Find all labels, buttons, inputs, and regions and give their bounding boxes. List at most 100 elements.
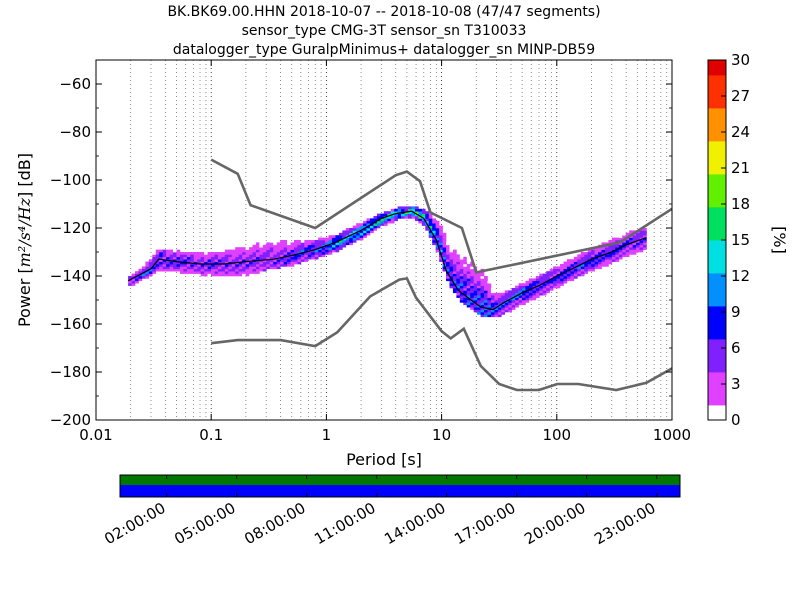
- density-cell: [342, 230, 347, 234]
- density-cell: [594, 256, 599, 260]
- density-cell: [553, 266, 557, 270]
- density-cell: [221, 256, 226, 260]
- x-tick-label: 1000: [653, 426, 691, 444]
- density-cell: [169, 261, 174, 265]
- colorbar-segment: [708, 81, 726, 85]
- density-cell: [452, 285, 457, 289]
- density-cell: [452, 254, 457, 258]
- density-cell: [480, 309, 485, 313]
- density-cell: [452, 278, 457, 282]
- density-cell: [566, 259, 571, 262]
- density-cell: [446, 273, 450, 277]
- density-cell: [608, 249, 613, 253]
- density-cell: [484, 304, 488, 308]
- density-cell: [228, 259, 233, 262]
- chart-title-block: BK.BK69.00.HHN 2018-10-07 -- 2018-10-08 …: [167, 4, 600, 58]
- density-cell: [255, 266, 260, 270]
- density-cell: [190, 264, 195, 267]
- density-cell: [501, 312, 506, 315]
- density-cell: [587, 249, 592, 253]
- density-cell: [629, 249, 633, 253]
- density-cell: [128, 283, 132, 286]
- density-cell: [539, 290, 544, 294]
- density-cell: [166, 252, 170, 255]
- colorbar-segment: [708, 261, 726, 265]
- density-cell: [584, 271, 588, 274]
- density-cell: [173, 259, 177, 262]
- density-cell: [397, 208, 402, 212]
- density-cell: [390, 216, 395, 219]
- density-cell: [497, 314, 502, 318]
- density-cell: [155, 261, 160, 265]
- density-cell: [176, 256, 181, 260]
- density-cell: [366, 218, 371, 222]
- density-cell: [235, 256, 239, 260]
- density-cell: [363, 225, 367, 229]
- density-cell: [428, 230, 433, 234]
- density-cell: [456, 261, 461, 265]
- density-cell: [169, 254, 174, 258]
- density-cell: [487, 300, 492, 303]
- density-cell: [345, 237, 350, 241]
- density-cell: [459, 278, 464, 282]
- coverage-frame: [119, 474, 681, 498]
- density-cell: [242, 264, 246, 267]
- density-cell: [155, 266, 160, 270]
- density-cell: [238, 256, 243, 260]
- density-cell: [162, 261, 167, 265]
- density-cell: [449, 242, 454, 246]
- density-cell: [477, 309, 481, 313]
- colorbar-segment: [708, 132, 726, 136]
- density-cell: [608, 261, 613, 265]
- density-cell: [238, 247, 243, 250]
- density-cell: [601, 252, 606, 255]
- density-cell: [183, 259, 188, 262]
- density-cell: [642, 228, 647, 231]
- density-cell: [463, 285, 468, 289]
- density-cell: [359, 237, 364, 241]
- density-cell: [273, 256, 278, 260]
- density-cell: [128, 276, 132, 279]
- density-cell: [200, 256, 205, 260]
- density-cell: [287, 252, 291, 255]
- density-cell: [432, 223, 436, 226]
- density-cell: [577, 273, 582, 277]
- density-cell: [266, 254, 271, 258]
- density-cell: [580, 259, 585, 262]
- density-cell: [245, 266, 250, 270]
- density-cell: [615, 247, 620, 250]
- colorbar-segment: [708, 114, 726, 118]
- density-cell: [532, 285, 537, 289]
- density-cell: [262, 256, 267, 260]
- density-cell: [266, 244, 271, 248]
- density-cell: [179, 252, 184, 255]
- density-cell: [245, 273, 250, 277]
- density-cell: [211, 273, 215, 277]
- density-cell: [442, 235, 447, 238]
- y-axis-label-prefix: Power [: [15, 267, 34, 327]
- density-cell: [197, 264, 201, 267]
- density-cell: [515, 292, 519, 296]
- density-cell: [141, 266, 146, 270]
- density-cell: [446, 249, 450, 253]
- density-cell: [141, 276, 146, 279]
- colorbar-segment: [708, 186, 726, 190]
- density-cell: [193, 266, 198, 270]
- density-cell: [480, 283, 485, 286]
- density-cell: [463, 261, 468, 265]
- density-cell: [214, 271, 219, 274]
- density-cell: [352, 225, 357, 229]
- density-cell: [490, 307, 495, 310]
- density-cell: [242, 256, 246, 260]
- density-cell: [515, 285, 519, 289]
- density-cell: [214, 261, 219, 265]
- density-cell: [148, 268, 153, 272]
- density-cell: [446, 254, 450, 258]
- density-cell: [290, 252, 295, 255]
- density-cell: [556, 278, 561, 282]
- density-cell: [463, 271, 468, 274]
- density-cell: [297, 247, 302, 250]
- colorbar-tick-label: 3: [731, 375, 741, 393]
- density-cell: [293, 247, 298, 250]
- density-cell: [204, 252, 208, 255]
